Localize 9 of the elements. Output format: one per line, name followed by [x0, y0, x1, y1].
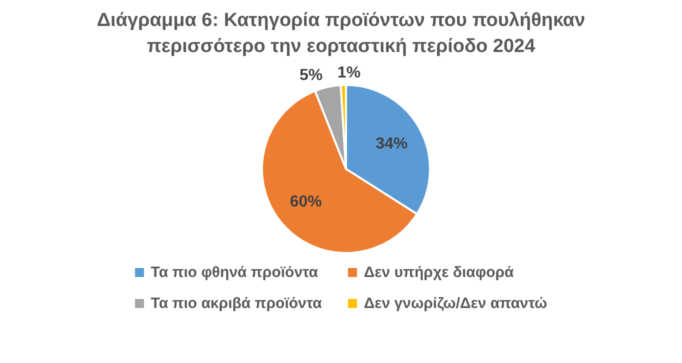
data-label: 5%	[299, 66, 323, 84]
data-label: 60%	[290, 194, 322, 211]
chart-title: Διάγραμμα 6: Κατηγορία προϊόντων που πουλήθηκαν περισσότερο την εορταστική περίοδο 2024	[96, 9, 586, 59]
data-label: 34%	[376, 135, 408, 152]
legend-label: Δεν υπήρχε διαφορά	[364, 264, 514, 281]
legend-label: Τα πιο ακριβά προϊόντα	[150, 295, 322, 312]
legend-label: Τα πιο φθηνά προϊόντα	[150, 264, 318, 281]
legend-label: Δεν γνωρίζω/Δεν απαντώ	[364, 295, 548, 312]
data-label: 1%	[337, 64, 361, 82]
